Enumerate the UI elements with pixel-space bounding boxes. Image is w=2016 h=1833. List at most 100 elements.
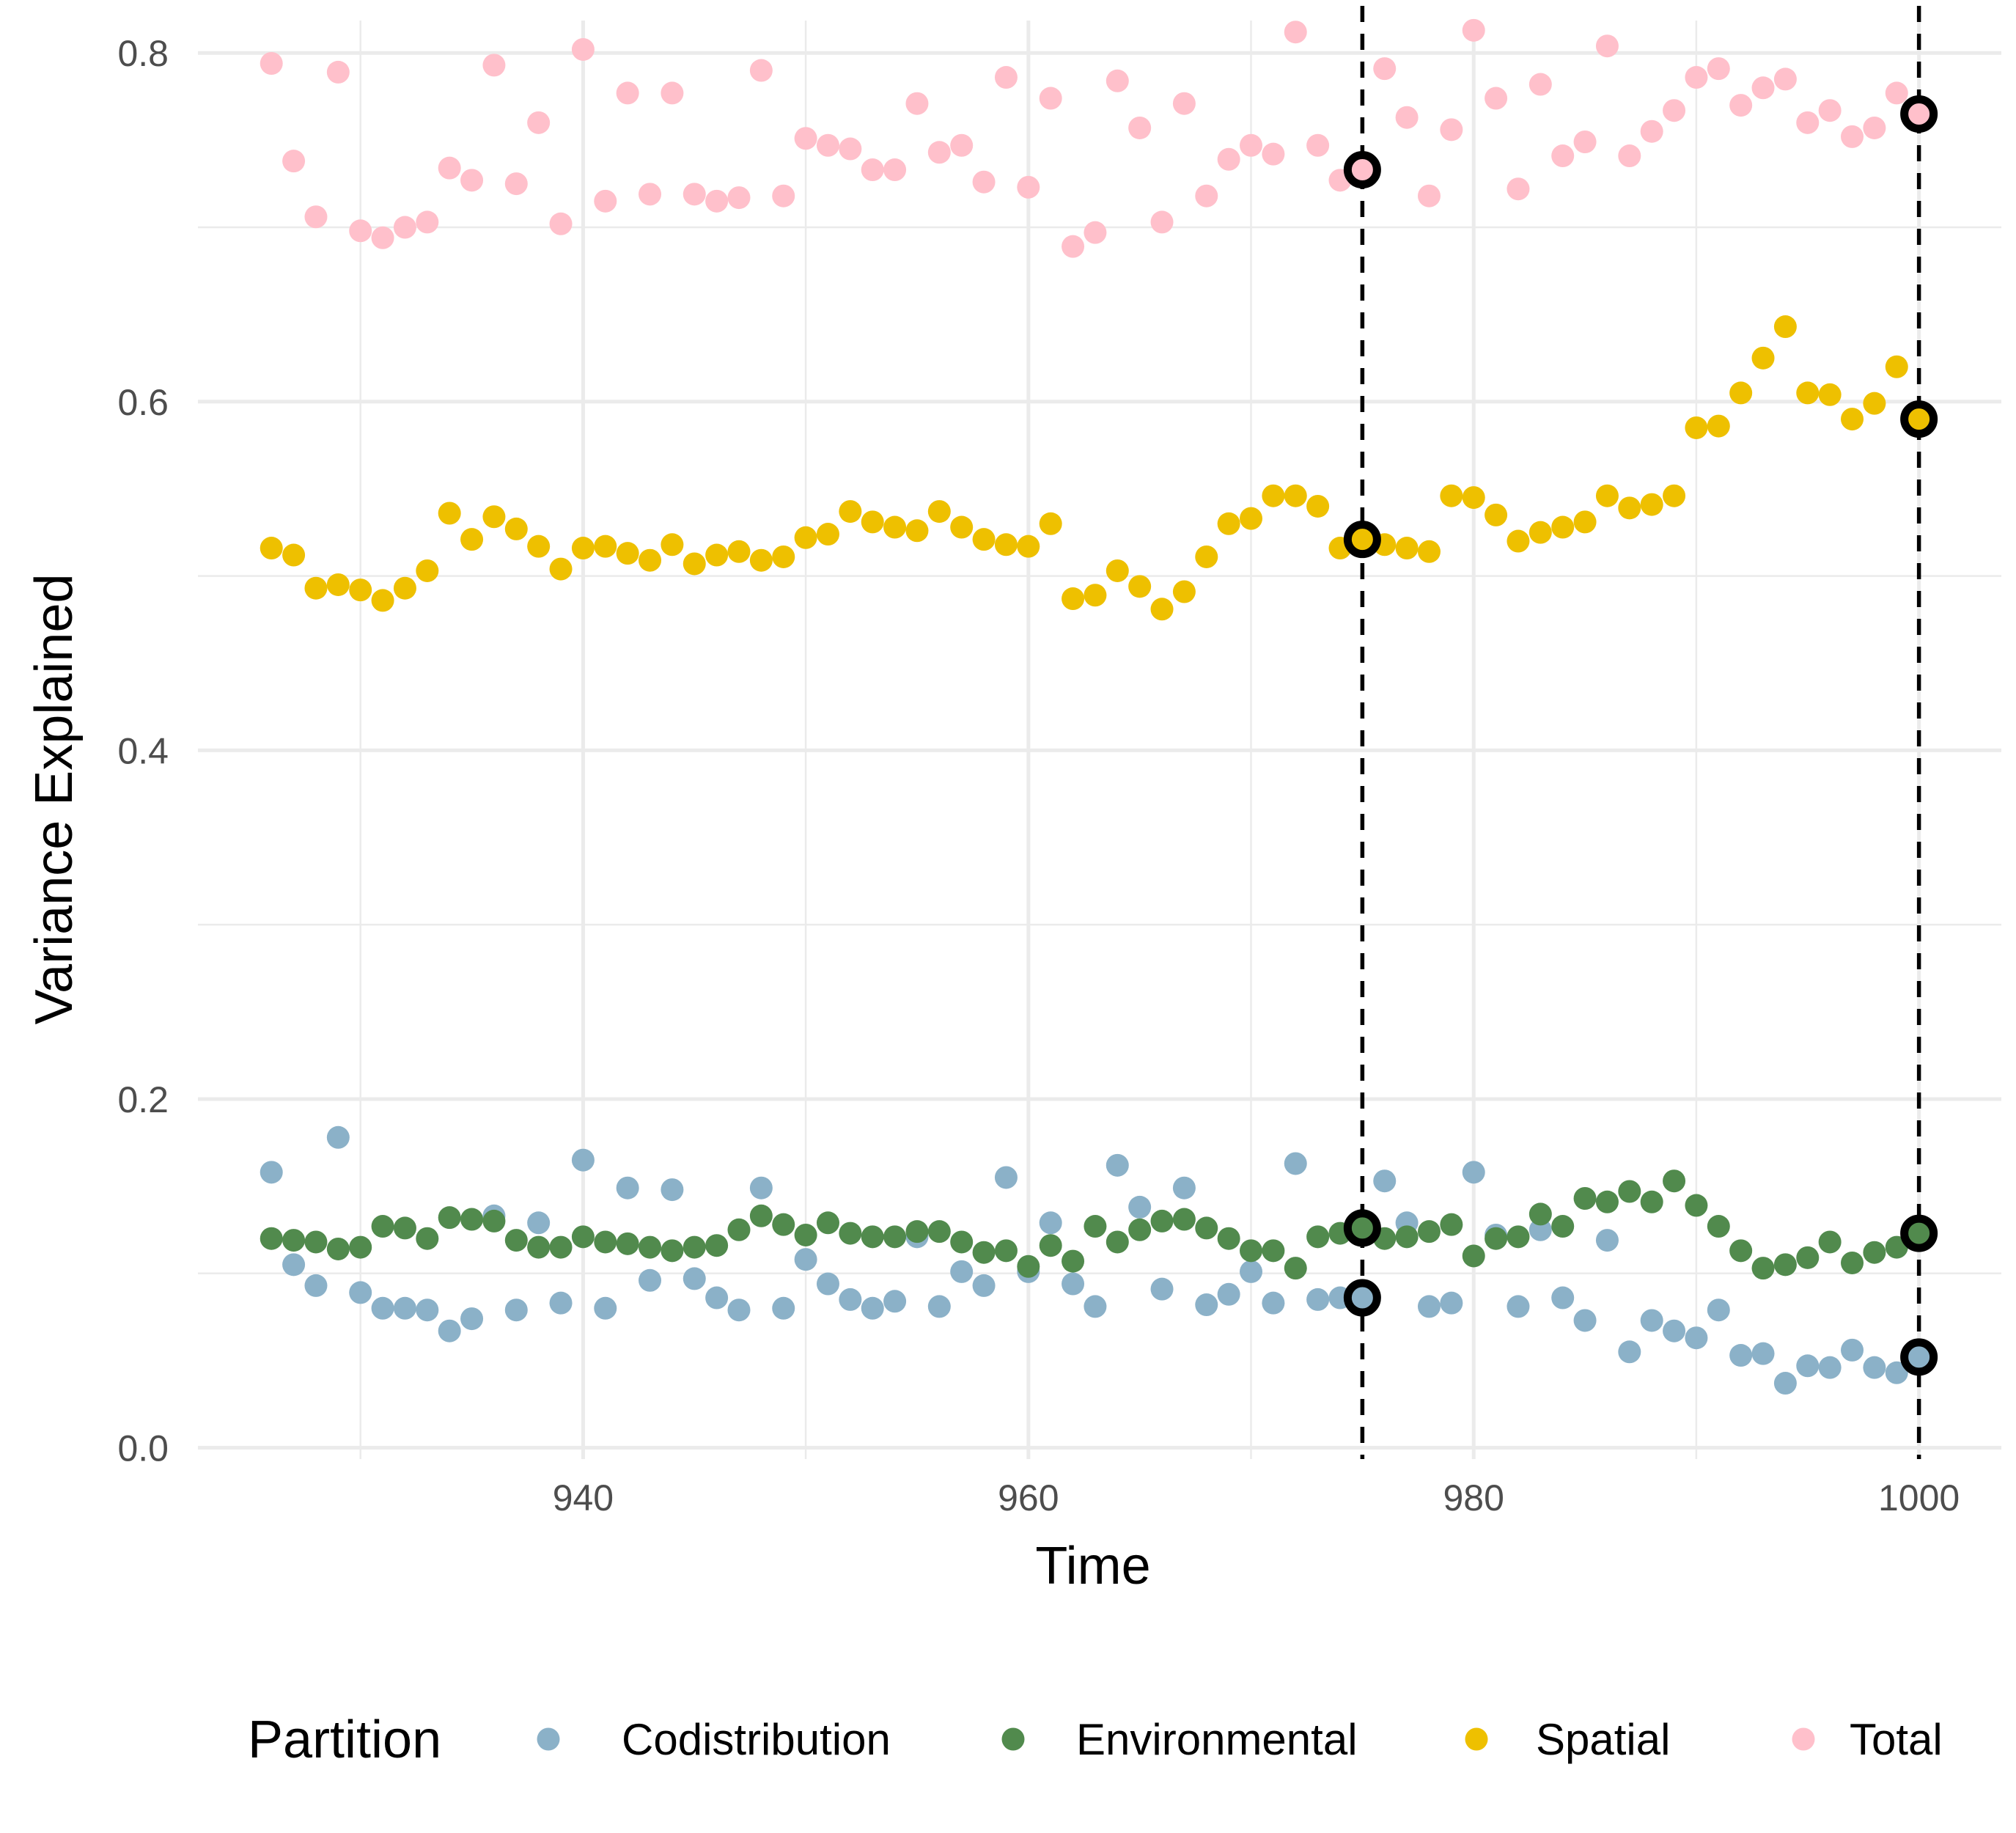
data-point xyxy=(816,133,839,157)
data-point xyxy=(594,535,617,558)
data-point xyxy=(772,1213,795,1236)
data-point xyxy=(1172,1176,1196,1200)
data-point xyxy=(504,1298,528,1322)
data-point xyxy=(972,528,996,551)
data-point xyxy=(393,1216,416,1240)
data-point xyxy=(639,1268,662,1292)
data-point xyxy=(1306,1225,1330,1249)
data-point xyxy=(371,1296,394,1320)
y-axis-title: Variance Explained xyxy=(25,573,84,1024)
data-point xyxy=(326,60,350,84)
data-point xyxy=(1773,67,1797,91)
data-point xyxy=(1440,1291,1463,1315)
data-point xyxy=(839,1287,862,1311)
data-point xyxy=(950,133,974,157)
data-point xyxy=(1195,184,1218,207)
data-point xyxy=(661,81,684,105)
data-point xyxy=(639,183,662,206)
data-point xyxy=(1350,158,1374,182)
data-point xyxy=(1417,1220,1441,1244)
data-point xyxy=(1417,184,1441,207)
data-point xyxy=(861,158,884,182)
data-point xyxy=(416,1227,439,1250)
data-point xyxy=(1863,1241,1886,1264)
data-point xyxy=(460,528,484,551)
data-point xyxy=(1217,1282,1240,1306)
data-point xyxy=(1507,1295,1530,1318)
data-point xyxy=(794,1248,817,1271)
data-point xyxy=(1485,503,1508,526)
data-point xyxy=(1062,1249,1085,1273)
data-point xyxy=(1863,1356,1886,1379)
data-point xyxy=(393,1296,416,1320)
data-point xyxy=(883,515,907,539)
data-point xyxy=(1217,512,1240,535)
data-point xyxy=(616,1232,639,1255)
data-point xyxy=(1796,1246,1820,1269)
x-tick-label: 980 xyxy=(1443,1477,1504,1518)
data-point xyxy=(1707,414,1730,438)
series-codistribution xyxy=(260,1125,1931,1395)
series-total xyxy=(260,18,1931,258)
data-point xyxy=(1796,1354,1820,1378)
data-point xyxy=(994,66,1018,89)
data-point xyxy=(1240,507,1263,530)
data-point xyxy=(1240,133,1263,157)
data-point xyxy=(794,526,817,549)
data-point xyxy=(1595,34,1619,58)
data-point xyxy=(1908,408,1931,431)
y-tick-label: 0.2 xyxy=(117,1079,169,1120)
data-point xyxy=(326,1237,350,1260)
data-point xyxy=(438,156,461,180)
data-point xyxy=(1373,57,1397,81)
data-point xyxy=(972,1241,996,1264)
data-point xyxy=(1707,57,1730,81)
x-tick-label: 1000 xyxy=(1878,1477,1960,1518)
data-point xyxy=(1618,144,1641,168)
data-point xyxy=(1885,1361,1908,1384)
data-point xyxy=(1685,66,1708,89)
data-point xyxy=(861,1296,884,1320)
data-point xyxy=(1440,1213,1463,1236)
y-tick-label: 0.4 xyxy=(117,730,169,771)
data-point xyxy=(772,545,795,568)
data-point xyxy=(1106,69,1129,92)
highlight-ring xyxy=(1900,1338,1938,1376)
data-point xyxy=(1195,1293,1218,1317)
data-point xyxy=(1751,346,1775,370)
data-point xyxy=(371,1215,394,1238)
x-axis-title: Time xyxy=(1035,1537,1150,1595)
data-point xyxy=(1507,1225,1530,1249)
data-point xyxy=(616,81,639,105)
highlight-ring xyxy=(1900,1214,1938,1252)
data-point xyxy=(816,523,839,546)
data-point xyxy=(1128,1218,1152,1241)
data-point xyxy=(727,1218,751,1241)
data-point xyxy=(371,589,394,612)
data-point xyxy=(260,51,283,75)
data-point xyxy=(349,1235,372,1259)
data-point xyxy=(1729,1239,1753,1263)
data-point xyxy=(1707,1298,1730,1322)
data-point xyxy=(1195,1216,1218,1240)
data-point xyxy=(1818,99,1842,122)
data-point xyxy=(749,548,773,572)
data-point xyxy=(549,212,573,235)
data-point xyxy=(1262,1239,1285,1263)
data-point xyxy=(1106,1153,1129,1177)
data-point xyxy=(527,535,551,558)
data-point xyxy=(816,1272,839,1296)
data-point xyxy=(727,186,751,210)
data-point xyxy=(304,205,328,229)
data-point xyxy=(1106,1230,1129,1254)
data-point xyxy=(1128,1195,1152,1219)
data-point xyxy=(1395,106,1419,129)
x-tick-label: 940 xyxy=(553,1477,614,1518)
data-point xyxy=(1395,537,1419,560)
data-point xyxy=(905,1220,929,1244)
data-point xyxy=(1640,1190,1663,1213)
data-point xyxy=(839,1222,862,1245)
highlight-ring xyxy=(1900,400,1938,438)
legend-key-total xyxy=(1792,1727,1815,1751)
